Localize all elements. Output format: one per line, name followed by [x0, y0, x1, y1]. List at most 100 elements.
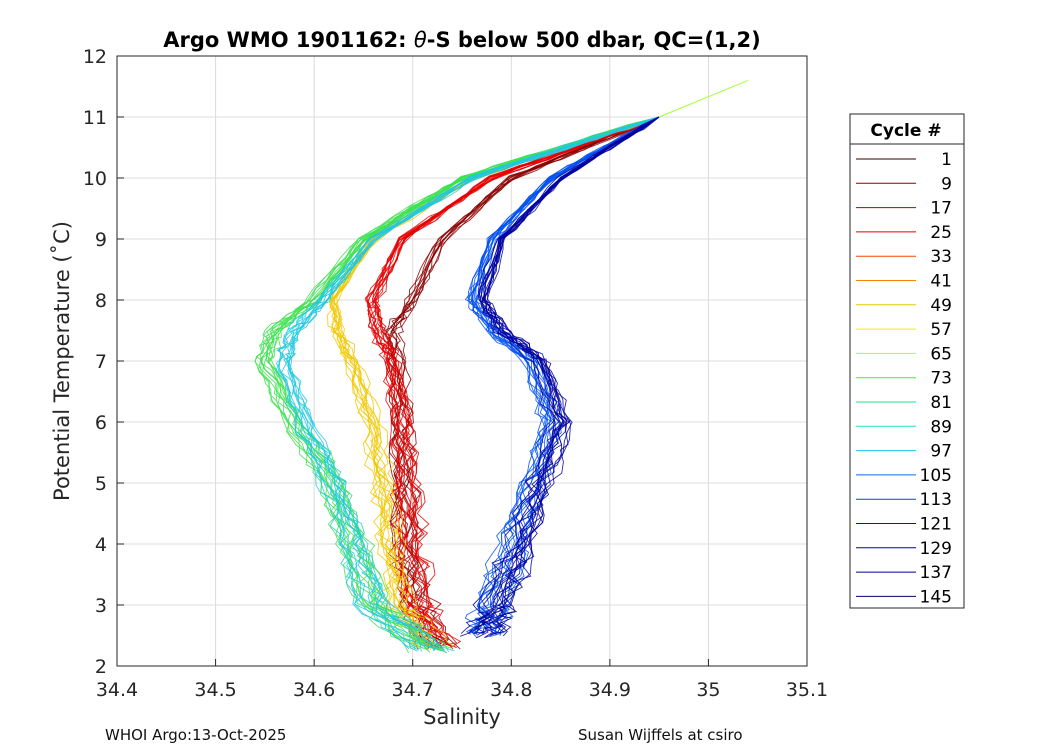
profile-line: [366, 116, 660, 649]
legend-entries: 1 9 17 25 33 41 49 57 65 73 81 89 97 105 113 121 129 137 1…: [856, 150, 952, 607]
footer-right: Susan Wijffels at csiro: [578, 726, 743, 744]
profile-line: [374, 116, 660, 647]
profile-line: [254, 116, 660, 650]
profile-line: [285, 116, 660, 652]
profile-line: [484, 116, 660, 635]
profile-line: [278, 116, 660, 652]
profile-line: [464, 116, 660, 634]
y-tick-label: 2: [95, 656, 107, 678]
profile-line: [286, 116, 660, 653]
profile-line: [460, 116, 660, 634]
y-tick-label: 7: [95, 351, 107, 373]
legend-entry-label: 33: [930, 247, 952, 267]
y-tick-label: 5: [95, 473, 107, 495]
profile-line: [372, 116, 660, 647]
legend-entry-label: 129: [920, 539, 952, 559]
profile-line: [475, 116, 660, 636]
profile-line: [393, 116, 660, 649]
profile-line: [280, 116, 660, 652]
profile-line: [287, 116, 660, 651]
profile-line: [467, 116, 660, 635]
legend-entry-label: 57: [930, 320, 952, 340]
chart-title: Argo WMO 1901162: θ-S below 500 dbar, QC…: [163, 28, 760, 52]
x-tick-label: 34.9: [589, 679, 631, 701]
profile-line: [467, 116, 660, 634]
x-tick-label: 34.5: [194, 679, 236, 701]
profile-line: [336, 116, 660, 647]
profile-line: [265, 116, 660, 654]
legend-entry-label: 113: [920, 490, 952, 510]
plot-frame: [116, 55, 808, 667]
y-tick-labels: 2 3 4 5 6 7 8 9 10 11 12: [83, 46, 107, 678]
y-tick-label: 9: [95, 229, 107, 251]
legend-entry-label: 145: [920, 587, 952, 607]
profile-line: [259, 116, 660, 651]
legend-entry-label: 137: [920, 563, 952, 583]
legend-title: Cycle #: [870, 121, 941, 141]
profile-line: [384, 116, 660, 646]
legend-entry-label: 89: [930, 417, 952, 437]
profile-line: [275, 116, 660, 651]
legend-box: [849, 113, 965, 609]
grid-lines: [116, 55, 808, 667]
y-axis-label: Potential Temperature (˚C): [50, 221, 74, 501]
profile-line: [335, 116, 660, 647]
profile-line: [467, 116, 660, 635]
y-tick-label: 4: [95, 534, 107, 556]
profile-line: [475, 116, 660, 635]
profile-line: [278, 116, 660, 650]
profile-surface-extension: [658, 79, 749, 118]
profile-line: [254, 116, 660, 654]
legend-entry-label: 73: [930, 369, 952, 389]
legend-entry-label: 105: [920, 466, 952, 486]
profile-line: [260, 116, 660, 652]
title-theta-symbol: θ: [414, 28, 427, 52]
profile-line: [284, 116, 660, 652]
legend: Cycle # 1 9 17 25 33 41 49 57 65 73 81 89 97 105 113 12…: [849, 113, 965, 609]
profile-line: [374, 116, 660, 648]
x-tick-label: 34.4: [96, 679, 138, 701]
profile-line: [473, 116, 660, 635]
profile-line: [275, 116, 660, 650]
legend-entry-label: 1: [941, 150, 952, 170]
x-tick-label: 34.7: [392, 679, 434, 701]
legend-entry-label: 41: [930, 272, 952, 292]
x-tick-label: 34.6: [293, 679, 335, 701]
y-tick-label: 6: [95, 412, 107, 434]
x-tick-label: 35.1: [786, 679, 828, 701]
legend-entry-label: 97: [930, 442, 952, 462]
footer-left: WHOI Argo:13-Oct-2025: [105, 726, 286, 744]
legend-entry-label: 49: [930, 296, 952, 316]
profile-line: [478, 116, 660, 638]
profile-line: [371, 116, 660, 650]
profile-line: [255, 116, 660, 651]
x-tick-label: 34.8: [490, 679, 532, 701]
profile-line: [259, 116, 660, 651]
profile-line: [483, 116, 660, 635]
profile-line: [375, 116, 660, 646]
y-tick-label: 12: [83, 46, 107, 68]
legend-entry-label: 65: [930, 344, 952, 364]
profile-line: [481, 116, 660, 636]
y-tick-label: 11: [83, 107, 107, 129]
x-axis-label: Salinity: [423, 705, 501, 729]
y-tick-label: 10: [83, 168, 107, 190]
y-tick-label: 8: [95, 290, 107, 312]
profile-line: [474, 116, 660, 634]
y-tick-label: 3: [95, 595, 107, 617]
profile-line: [469, 116, 660, 638]
profile-line: [283, 116, 660, 650]
legend-entry-label: 121: [920, 515, 952, 535]
x-tick-labels: 34.4 34.5 34.6 34.7 34.8 34.9 35 35.1: [96, 679, 828, 701]
profile-line: [475, 116, 660, 636]
legend-entry-label: 17: [930, 199, 952, 219]
profile-line: [464, 116, 660, 635]
profile-line: [468, 116, 660, 634]
profile-line: [476, 116, 660, 639]
profile-line: [364, 116, 660, 646]
legend-entry-label: 25: [930, 223, 952, 243]
x-tick-label: 35: [696, 679, 720, 701]
legend-entry-label: 81: [930, 393, 952, 413]
legend-entry-label: 9: [941, 174, 952, 194]
